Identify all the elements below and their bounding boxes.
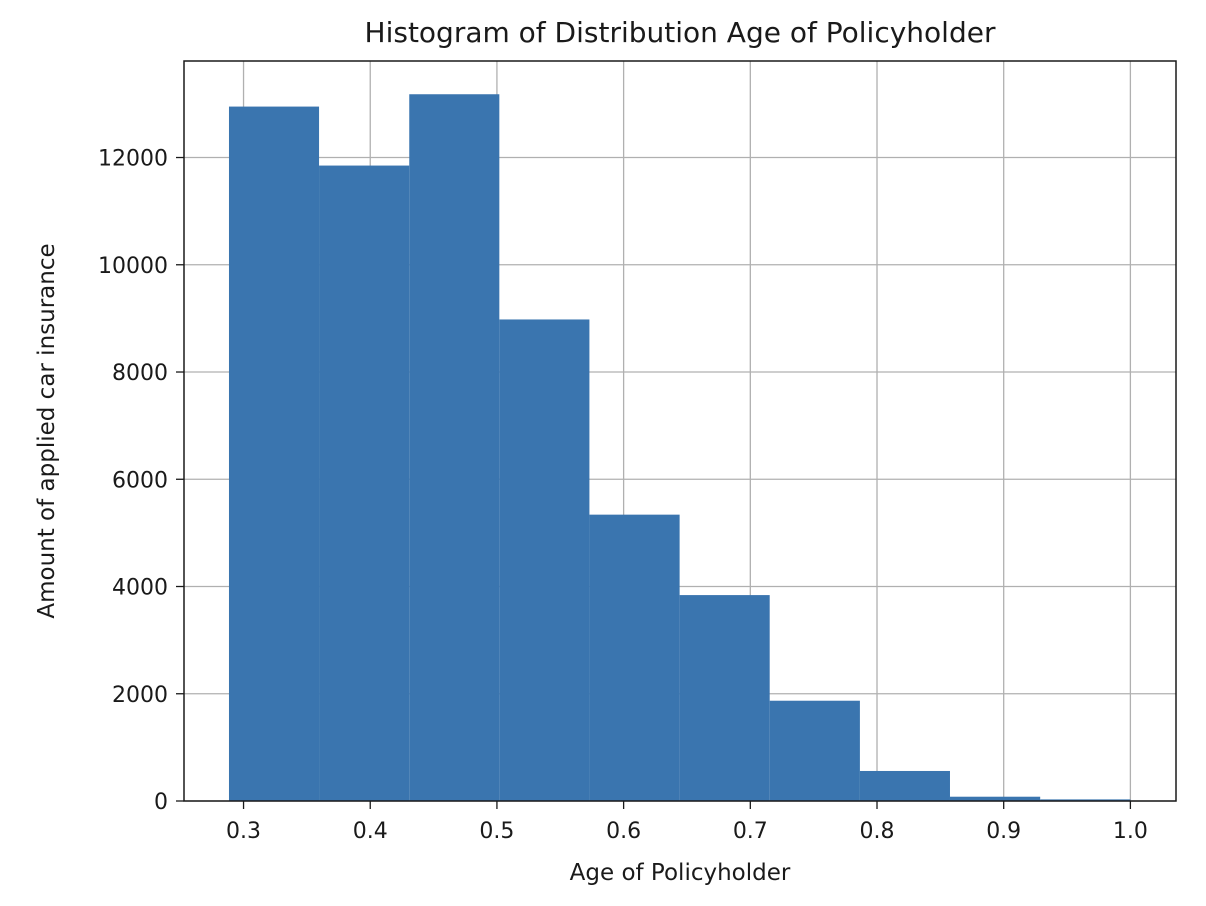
histogram-bar-7	[859, 770, 950, 801]
histogram-bar-4	[589, 514, 680, 801]
histogram-bar-3	[499, 319, 590, 801]
y-axis-ticks: 0 2000 4000 6000 8000 10000 12000	[98, 147, 184, 815]
histogram-bar-9	[1040, 799, 1131, 801]
histogram-bars	[228, 94, 1131, 802]
histogram-bar-6	[769, 700, 860, 801]
histogram-bar-1	[319, 165, 410, 802]
histogram-bar-8	[949, 796, 1041, 801]
histogram-bar-2	[409, 94, 500, 801]
x-axis-label: Age of Policyholder	[570, 860, 791, 886]
y-tick-label: 2000	[112, 683, 168, 708]
x-tick-label: 0.5	[479, 819, 514, 844]
histogram-bar-5	[679, 595, 770, 801]
x-tick-label: 0.6	[606, 819, 641, 844]
y-tick-label: 12000	[98, 147, 168, 172]
x-tick-label: 0.7	[733, 819, 768, 844]
x-tick-label: 1.0	[1113, 819, 1148, 844]
x-tick-label: 0.4	[353, 819, 388, 844]
y-axis-label: Amount of applied car insurance	[34, 243, 60, 618]
x-tick-label: 0.8	[860, 819, 895, 844]
x-tick-label: 0.3	[226, 819, 261, 844]
plot-frame	[183, 60, 1177, 802]
y-tick-label: 6000	[112, 468, 168, 493]
y-tick-label: 0	[154, 790, 168, 815]
histogram-bar-0	[228, 106, 320, 801]
x-axis-ticks: 0.3 0.4 0.5 0.6 0.7 0.8 0.9 1.0	[226, 801, 1148, 844]
y-tick-label: 4000	[112, 576, 168, 601]
x-tick-label: 0.9	[986, 819, 1021, 844]
y-tick-label: 10000	[98, 254, 168, 279]
chart-title: Histogram of Distribution Age of Policyh…	[365, 16, 996, 49]
y-tick-label: 8000	[112, 361, 168, 386]
